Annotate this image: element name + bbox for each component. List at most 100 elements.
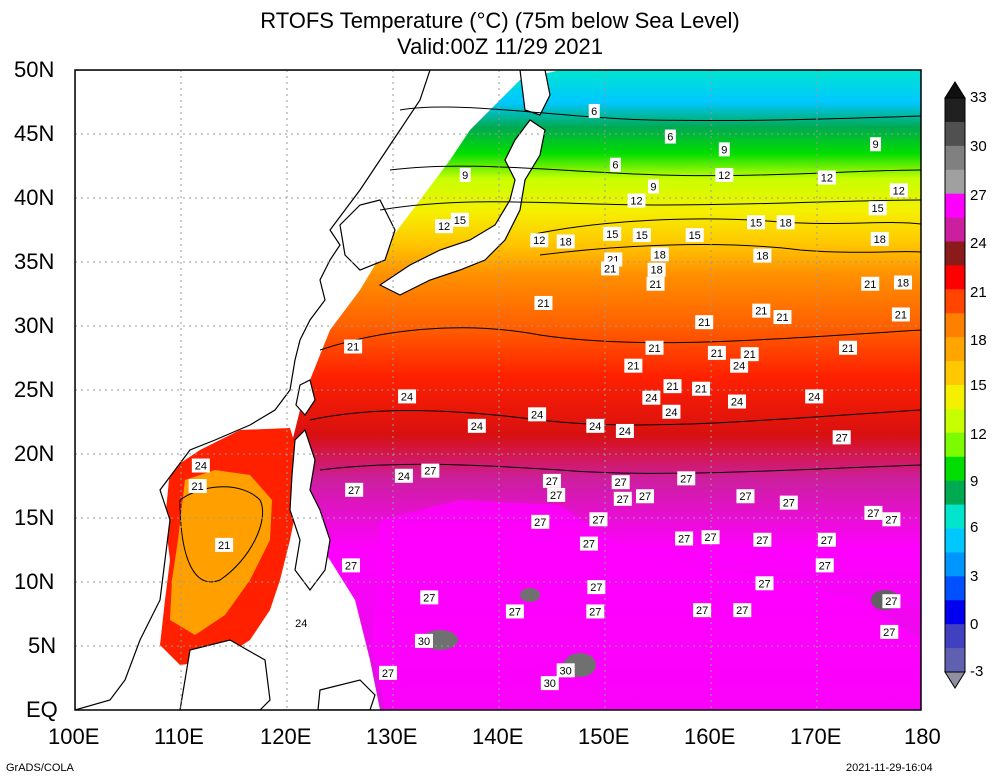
svg-text:21: 21 <box>537 298 549 310</box>
contour-label: 27 <box>693 603 712 618</box>
colorbar-swatch <box>945 337 965 362</box>
colorbar-label-21: 21 <box>970 284 987 301</box>
svg-text:21: 21 <box>347 341 359 353</box>
contour-label: 27 <box>832 430 851 445</box>
svg-text:27: 27 <box>423 592 435 604</box>
colorbar-label-27: 27 <box>970 187 987 204</box>
colorbar-swatch <box>945 552 965 577</box>
contour-label: 6 <box>664 129 676 144</box>
svg-text:27: 27 <box>758 578 770 590</box>
svg-text:21: 21 <box>649 279 661 291</box>
svg-text:27: 27 <box>592 514 604 526</box>
svg-text:27: 27 <box>739 491 751 503</box>
svg-text:30: 30 <box>560 665 572 677</box>
contour-label: 12 <box>435 219 454 234</box>
svg-text:24: 24 <box>195 461 207 473</box>
contour-label: 9 <box>718 142 730 157</box>
contour-label: 12 <box>817 170 836 185</box>
colorbar-label-6: 6 <box>970 519 979 536</box>
contour-label: 27 <box>547 487 566 502</box>
contour-label: 27 <box>587 580 606 595</box>
svg-text:24: 24 <box>531 409 543 421</box>
svg-text:24: 24 <box>619 426 631 438</box>
land-asia-coast <box>75 70 431 710</box>
svg-text:18: 18 <box>654 249 666 261</box>
svg-text:27: 27 <box>704 532 716 544</box>
colorbar-swatch <box>945 408 965 434</box>
lon-label-150e: 150E <box>578 724 630 749</box>
contour-label: 21 <box>861 276 880 291</box>
contour-label: 9 <box>459 167 471 182</box>
contour-label: 27 <box>753 532 772 547</box>
colorbar-label-3: 3 <box>970 568 979 585</box>
land-borneo <box>179 639 271 710</box>
colorbar-label-33: 33 <box>970 89 987 106</box>
contour-label: 27 <box>611 475 630 490</box>
svg-text:27: 27 <box>509 606 521 618</box>
svg-text:21: 21 <box>864 279 876 291</box>
lat-label-10n: 10N <box>14 569 55 594</box>
contour-label: 12 <box>627 193 646 208</box>
colorbar-swatch <box>945 576 965 601</box>
contour-label: 24 <box>730 358 749 373</box>
svg-text:12: 12 <box>821 173 833 185</box>
svg-text:27: 27 <box>424 466 436 478</box>
contour-label: 9 <box>870 137 882 152</box>
contour-label: 24 <box>191 458 210 473</box>
contour-label: 24 <box>615 423 634 438</box>
svg-text:18: 18 <box>897 277 909 289</box>
contour-label: 21 <box>773 310 792 325</box>
contour-label: 21 <box>344 339 363 354</box>
contour-label: 18 <box>870 231 889 246</box>
land-taiwan <box>295 379 316 416</box>
svg-text:21: 21 <box>776 312 788 324</box>
warm-pool-magenta <box>372 500 921 710</box>
contour-label: 27 <box>736 489 755 504</box>
colorbar-frame <box>944 97 966 673</box>
land-philippines <box>289 428 331 591</box>
contour-label: 27 <box>542 473 561 488</box>
contour-labels: 6 6 6 9 9 9 9 12 12 12 12 12 12 15 15 15 15 15 15 18 18 18 18 1… <box>188 103 913 691</box>
contour-label: 15 <box>603 226 622 241</box>
footer-timestamp: 2021-11-29-16:04 <box>846 762 933 774</box>
contour-label: 24 <box>528 407 547 422</box>
contour-label: 21 <box>707 345 726 360</box>
svg-text:24: 24 <box>471 421 483 433</box>
contour-label: 21 <box>839 340 858 355</box>
svg-text:27: 27 <box>756 535 768 547</box>
svg-text:21: 21 <box>744 349 756 361</box>
colorbar-swatch <box>945 217 965 242</box>
svg-text:18: 18 <box>874 234 886 246</box>
svg-text:27: 27 <box>783 498 795 510</box>
colorbar-swatch <box>945 145 965 171</box>
svg-text:12: 12 <box>718 170 730 182</box>
contour-label: 6 <box>609 157 621 172</box>
lon-label-130e: 130E <box>366 724 418 749</box>
colorbar-label-12: 12 <box>970 426 987 443</box>
colorbar-swatch <box>945 241 965 266</box>
contour-label: 24 <box>662 404 681 419</box>
svg-text:9: 9 <box>462 170 468 182</box>
colorbar-swatch <box>945 600 965 625</box>
contour-label: 18 <box>650 247 669 262</box>
contour-label: 15 <box>747 215 766 230</box>
plot-frame <box>74 69 922 711</box>
lon-label-160e: 160E <box>684 724 736 749</box>
colorbar-swatch <box>945 432 965 458</box>
svg-text:27: 27 <box>883 627 895 639</box>
contour-label: 27 <box>864 505 883 520</box>
svg-text:21: 21 <box>842 343 854 355</box>
contour-label: 21 <box>695 315 714 330</box>
svg-text:24: 24 <box>733 361 745 373</box>
colorbar-min-arrow <box>944 671 966 689</box>
contour-label: 24 <box>394 468 413 483</box>
contour-label: 27 <box>586 604 605 619</box>
contour-label: 27 <box>815 558 834 573</box>
contour-label: 21 <box>601 261 620 276</box>
contour-label: 27 <box>817 532 836 547</box>
colorbar-label-0: 0 <box>970 616 979 633</box>
footer-credit: GrADS/COLA <box>6 762 74 774</box>
contour-label: 30 <box>540 676 559 691</box>
contour-label: 27 <box>779 495 798 510</box>
lon-label-140e: 140E <box>472 724 524 749</box>
